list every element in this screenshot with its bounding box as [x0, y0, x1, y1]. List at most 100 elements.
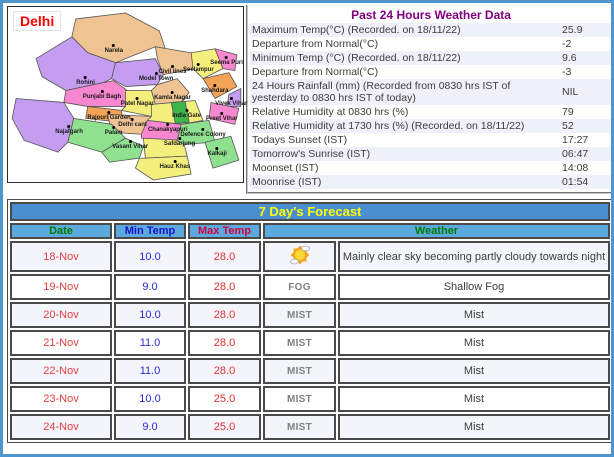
forecast-condition-cell: MIST: [263, 302, 336, 328]
map-label: Seelampur: [183, 63, 214, 73]
forecast-date: 20-Nov: [10, 302, 112, 328]
past24-value: NIL: [562, 86, 579, 98]
forecast-table: 7 Day's Forecast Date Min Temp Max Temp …: [7, 199, 611, 443]
past24-value: 17:27: [562, 134, 589, 146]
forecast-condition-cell: MIST: [263, 414, 336, 440]
forecast-max-temp: 28.0: [188, 302, 261, 328]
past24-title: Past 24 Hours Weather Data: [351, 8, 511, 22]
map-label: Vivek Vihar: [215, 97, 247, 107]
map-label: Delhi cant: [118, 118, 147, 128]
forecast-max-temp: 28.0: [188, 358, 261, 384]
forecast-row: 24-Nov 9.0 25.0 MIST Mist: [10, 414, 610, 440]
forecast-condition-cell: MIST: [263, 386, 336, 412]
forecast-description: Mist: [338, 302, 610, 328]
past24-label: Departure from Normal(°C): [252, 66, 379, 78]
forecast-section: 7 Day's Forecast Date Min Temp Max Temp …: [7, 199, 611, 443]
forecast-condition-cell: MIST: [263, 330, 336, 356]
map-labels: Narela Rohini Civil lines Model Town Seelamp…: [8, 7, 247, 182]
forecast-description: Mist: [338, 330, 610, 356]
forecast-row: 20-Nov 10.0 28.0 MIST Mist: [10, 302, 610, 328]
forecast-date: 18-Nov: [10, 241, 112, 272]
forecast-row: 21-Nov 11.0 28.0 MIST Mist: [10, 330, 610, 356]
forecast-max-temp: 28.0: [188, 241, 261, 272]
past24-row: Relative Humidity at 0830 hrs (%) 79: [250, 105, 611, 119]
forecast-description: Shallow Fog: [338, 274, 610, 300]
past24-row: Minimum Temp (°C) (Recorded. on 18/11/22…: [250, 51, 611, 65]
sun-cloud-icon: [287, 243, 313, 267]
map-label: India Gate: [172, 109, 201, 119]
forecast-max-temp: 25.0: [188, 386, 261, 412]
map-label: Palam: [105, 126, 123, 136]
past24-value: -3: [562, 66, 572, 78]
map-label: Kalkaji: [207, 147, 226, 157]
delhi-map-panel: Delhi: [7, 6, 247, 183]
map-label: Najafgarh: [55, 125, 83, 135]
forecast-date: 23-Nov: [10, 386, 112, 412]
map-label: Punjabi Bagh: [83, 90, 121, 100]
column-header-min-temp: Min Temp: [114, 223, 186, 239]
past24-label: Relative Humidity at 1730 hrs (%) (Recor…: [252, 120, 525, 132]
past24-label: Todays Sunset (IST): [252, 134, 348, 146]
forecast-min-temp: 11.0: [114, 330, 186, 356]
past24-label: Relative Humidity at 0830 hrs (%): [252, 106, 409, 118]
past24-label: Moonrise (IST): [252, 176, 322, 188]
map-label: Chanakyapuri: [148, 123, 188, 133]
forecast-condition: MIST: [286, 393, 313, 405]
top-section: Delhi: [3, 3, 611, 195]
forecast-max-temp: 28.0: [188, 330, 261, 356]
forecast-title: 7 Day's Forecast: [10, 202, 610, 221]
forecast-condition: MIST: [286, 309, 313, 321]
forecast-row: 22-Nov 11.0 28.0 MIST Mist: [10, 358, 610, 384]
forecast-condition: MIST: [286, 421, 313, 433]
map-label: Vasant Vihar: [112, 140, 148, 150]
forecast-max-temp: 25.0: [188, 414, 261, 440]
forecast-date: 24-Nov: [10, 414, 112, 440]
forecast-date: 21-Nov: [10, 330, 112, 356]
past24-row: Moonrise (IST) 01:54: [250, 175, 611, 189]
past24-label: Maximum Temp(°C) (Recorded. on 18/11/22): [252, 24, 461, 36]
map-label: Safdarjung: [164, 137, 195, 147]
past24-label: Departure from Normal(°C): [252, 38, 379, 50]
map-label: Kamla Nagar: [154, 91, 191, 101]
forecast-max-temp: 28.0: [188, 274, 261, 300]
map-label: Hauz Khas: [160, 160, 191, 170]
forecast-condition: MIST: [286, 365, 313, 377]
forecast-min-temp: 9.0: [114, 414, 186, 440]
map-label: Rajouri Garden: [87, 111, 130, 121]
forecast-min-temp: 11.0: [114, 358, 186, 384]
forecast-date: 19-Nov: [10, 274, 112, 300]
past24-label: 24 Hours Rainfall (mm) (Recorded from 08…: [252, 80, 511, 104]
forecast-description: Mist: [338, 386, 610, 412]
map-label: Preet Vihar: [206, 112, 238, 122]
past24-value: 01:54: [562, 176, 589, 188]
past24-table: Maximum Temp(°C) (Recorded. on 18/11/22)…: [250, 23, 611, 189]
forecast-condition-cell: [263, 241, 336, 272]
past24-value: 9.6: [562, 52, 577, 64]
past24-value: 79: [562, 106, 574, 118]
past24-row: Moonset (IST) 14:08: [250, 161, 611, 175]
column-header-max-temp: Max Temp: [188, 223, 261, 239]
region-title: Delhi: [13, 11, 62, 31]
forecast-row: 19-Nov 9.0 28.0 FOG Shallow Fog: [10, 274, 610, 300]
past24-value: 06:47: [562, 148, 589, 160]
forecast-min-temp: 10.0: [114, 386, 186, 412]
forecast-min-temp: 9.0: [114, 274, 186, 300]
map-label: Rohini: [76, 76, 95, 86]
forecast-row: 23-Nov 10.0 25.0 MIST Mist: [10, 386, 610, 412]
forecast-date: 22-Nov: [10, 358, 112, 384]
past24-label: Minimum Temp (°C) (Recorded. on 18/11/22…: [252, 52, 461, 64]
district-najafgarh: [11, 98, 75, 153]
column-header-date: Date: [10, 223, 112, 239]
past24-value: 14:08: [562, 162, 589, 174]
forecast-condition-cell: FOG: [263, 274, 336, 300]
past24-row: Tomorrow's Sunrise (IST) 06:47: [250, 147, 611, 161]
map-label: Defence Colony: [180, 128, 225, 138]
forecast-description: Mist: [338, 414, 610, 440]
map-label: Narela: [105, 44, 123, 54]
past24-row: Maximum Temp(°C) (Recorded. on 18/11/22)…: [250, 23, 611, 37]
map-label: Patel Nagar: [121, 97, 154, 107]
past24-value: 52: [562, 120, 574, 132]
past24-row: 24 Hours Rainfall (mm) (Recorded from 08…: [250, 79, 611, 105]
map-label: Model Town: [139, 72, 173, 82]
